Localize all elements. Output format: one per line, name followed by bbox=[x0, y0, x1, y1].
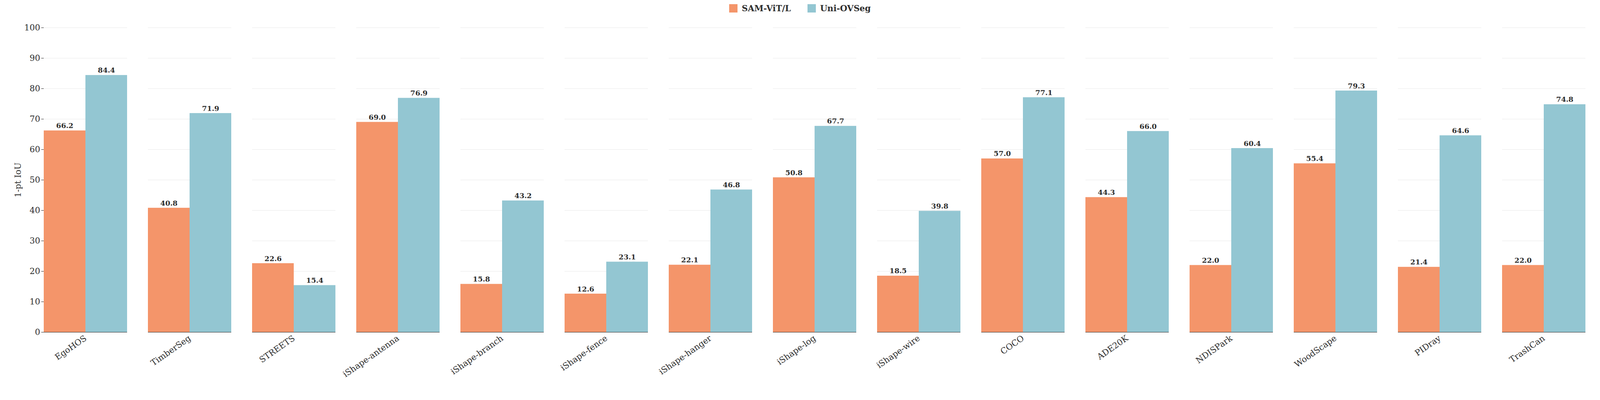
svg-text:10: 10 bbox=[29, 296, 40, 307]
svg-text:77.1: 77.1 bbox=[1035, 88, 1053, 97]
svg-text:69.0: 69.0 bbox=[368, 112, 387, 122]
svg-text:ADE20K: ADE20K bbox=[1094, 332, 1130, 362]
svg-text:1-pt IoU: 1-pt IoU bbox=[12, 162, 23, 198]
svg-text:39.8: 39.8 bbox=[931, 201, 949, 210]
svg-text:TimberSeg: TimberSeg bbox=[148, 332, 193, 368]
svg-text:iShape-hanger: iShape-hanger bbox=[657, 332, 714, 377]
svg-text:80: 80 bbox=[29, 83, 40, 94]
svg-text:15.4: 15.4 bbox=[306, 275, 324, 285]
svg-text:20: 20 bbox=[29, 265, 40, 276]
svg-text:22.6: 22.6 bbox=[264, 254, 282, 263]
svg-text:15.8: 15.8 bbox=[472, 274, 490, 283]
svg-text:84.4: 84.4 bbox=[97, 65, 116, 75]
svg-text:79.3: 79.3 bbox=[1347, 81, 1365, 90]
html-text:SAM-ViT/L: SAM-ViT/L bbox=[741, 3, 791, 14]
svg-text:TrashCan: TrashCan bbox=[1507, 332, 1547, 365]
svg-text:PIDray: PIDray bbox=[1412, 332, 1443, 358]
svg-text:0: 0 bbox=[35, 326, 41, 337]
svg-text:66.2: 66.2 bbox=[56, 121, 74, 130]
svg-text:22.0: 22.0 bbox=[1202, 255, 1220, 265]
svg-text:iShape-log: iShape-log bbox=[775, 332, 818, 367]
svg-text:iShape-fence: iShape-fence bbox=[558, 332, 610, 373]
svg-text:STREETS: STREETS bbox=[257, 332, 297, 365]
svg-text:60.4: 60.4 bbox=[1243, 139, 1262, 148]
svg-text:22.0: 22.0 bbox=[1514, 255, 1533, 265]
svg-text:66.0: 66.0 bbox=[1139, 122, 1158, 131]
svg-text:57.0: 57.0 bbox=[993, 149, 1012, 158]
svg-text:50.8: 50.8 bbox=[785, 168, 803, 177]
svg-text:50: 50 bbox=[29, 174, 40, 185]
svg-text:iShape-wire: iShape-wire bbox=[874, 332, 922, 370]
svg-text:60: 60 bbox=[29, 144, 40, 155]
svg-text:22.1: 22.1 bbox=[681, 255, 699, 264]
svg-text:43.2: 43.2 bbox=[514, 191, 532, 200]
svg-text:90: 90 bbox=[29, 52, 40, 63]
svg-text:18.5: 18.5 bbox=[889, 266, 907, 275]
svg-text:EgoHOS: EgoHOS bbox=[52, 332, 89, 362]
svg-text:30: 30 bbox=[29, 235, 40, 246]
svg-text:12.6: 12.6 bbox=[577, 284, 595, 293]
svg-text:76.9: 76.9 bbox=[410, 88, 428, 98]
svg-text:COCO: COCO bbox=[998, 332, 1026, 356]
svg-text:64.6: 64.6 bbox=[1452, 126, 1470, 135]
svg-text:46.8: 46.8 bbox=[722, 180, 740, 189]
svg-text:40.8: 40.8 bbox=[160, 198, 178, 208]
svg-text:67.7: 67.7 bbox=[827, 116, 845, 125]
svg-text:WoodScape: WoodScape bbox=[1292, 332, 1339, 369]
svg-text:NDISPark: NDISPark bbox=[1193, 332, 1235, 365]
svg-text:iShape-antenna: iShape-antenna bbox=[340, 332, 401, 379]
svg-text:44.3: 44.3 bbox=[1097, 187, 1115, 197]
svg-text:40: 40 bbox=[29, 205, 40, 215]
svg-text:71.9: 71.9 bbox=[202, 104, 220, 113]
svg-text:55.4: 55.4 bbox=[1306, 154, 1324, 163]
svg-text:iShape-branch: iShape-branch bbox=[448, 332, 505, 376]
svg-text:23.1: 23.1 bbox=[618, 252, 636, 261]
svg-text:21.4: 21.4 bbox=[1410, 257, 1428, 266]
svg-text:70: 70 bbox=[29, 113, 40, 124]
svg-text:74.8: 74.8 bbox=[1556, 95, 1574, 104]
svg-text:100: 100 bbox=[24, 22, 40, 33]
html-text:Uni-OVSeg: Uni-OVSeg bbox=[820, 3, 871, 14]
